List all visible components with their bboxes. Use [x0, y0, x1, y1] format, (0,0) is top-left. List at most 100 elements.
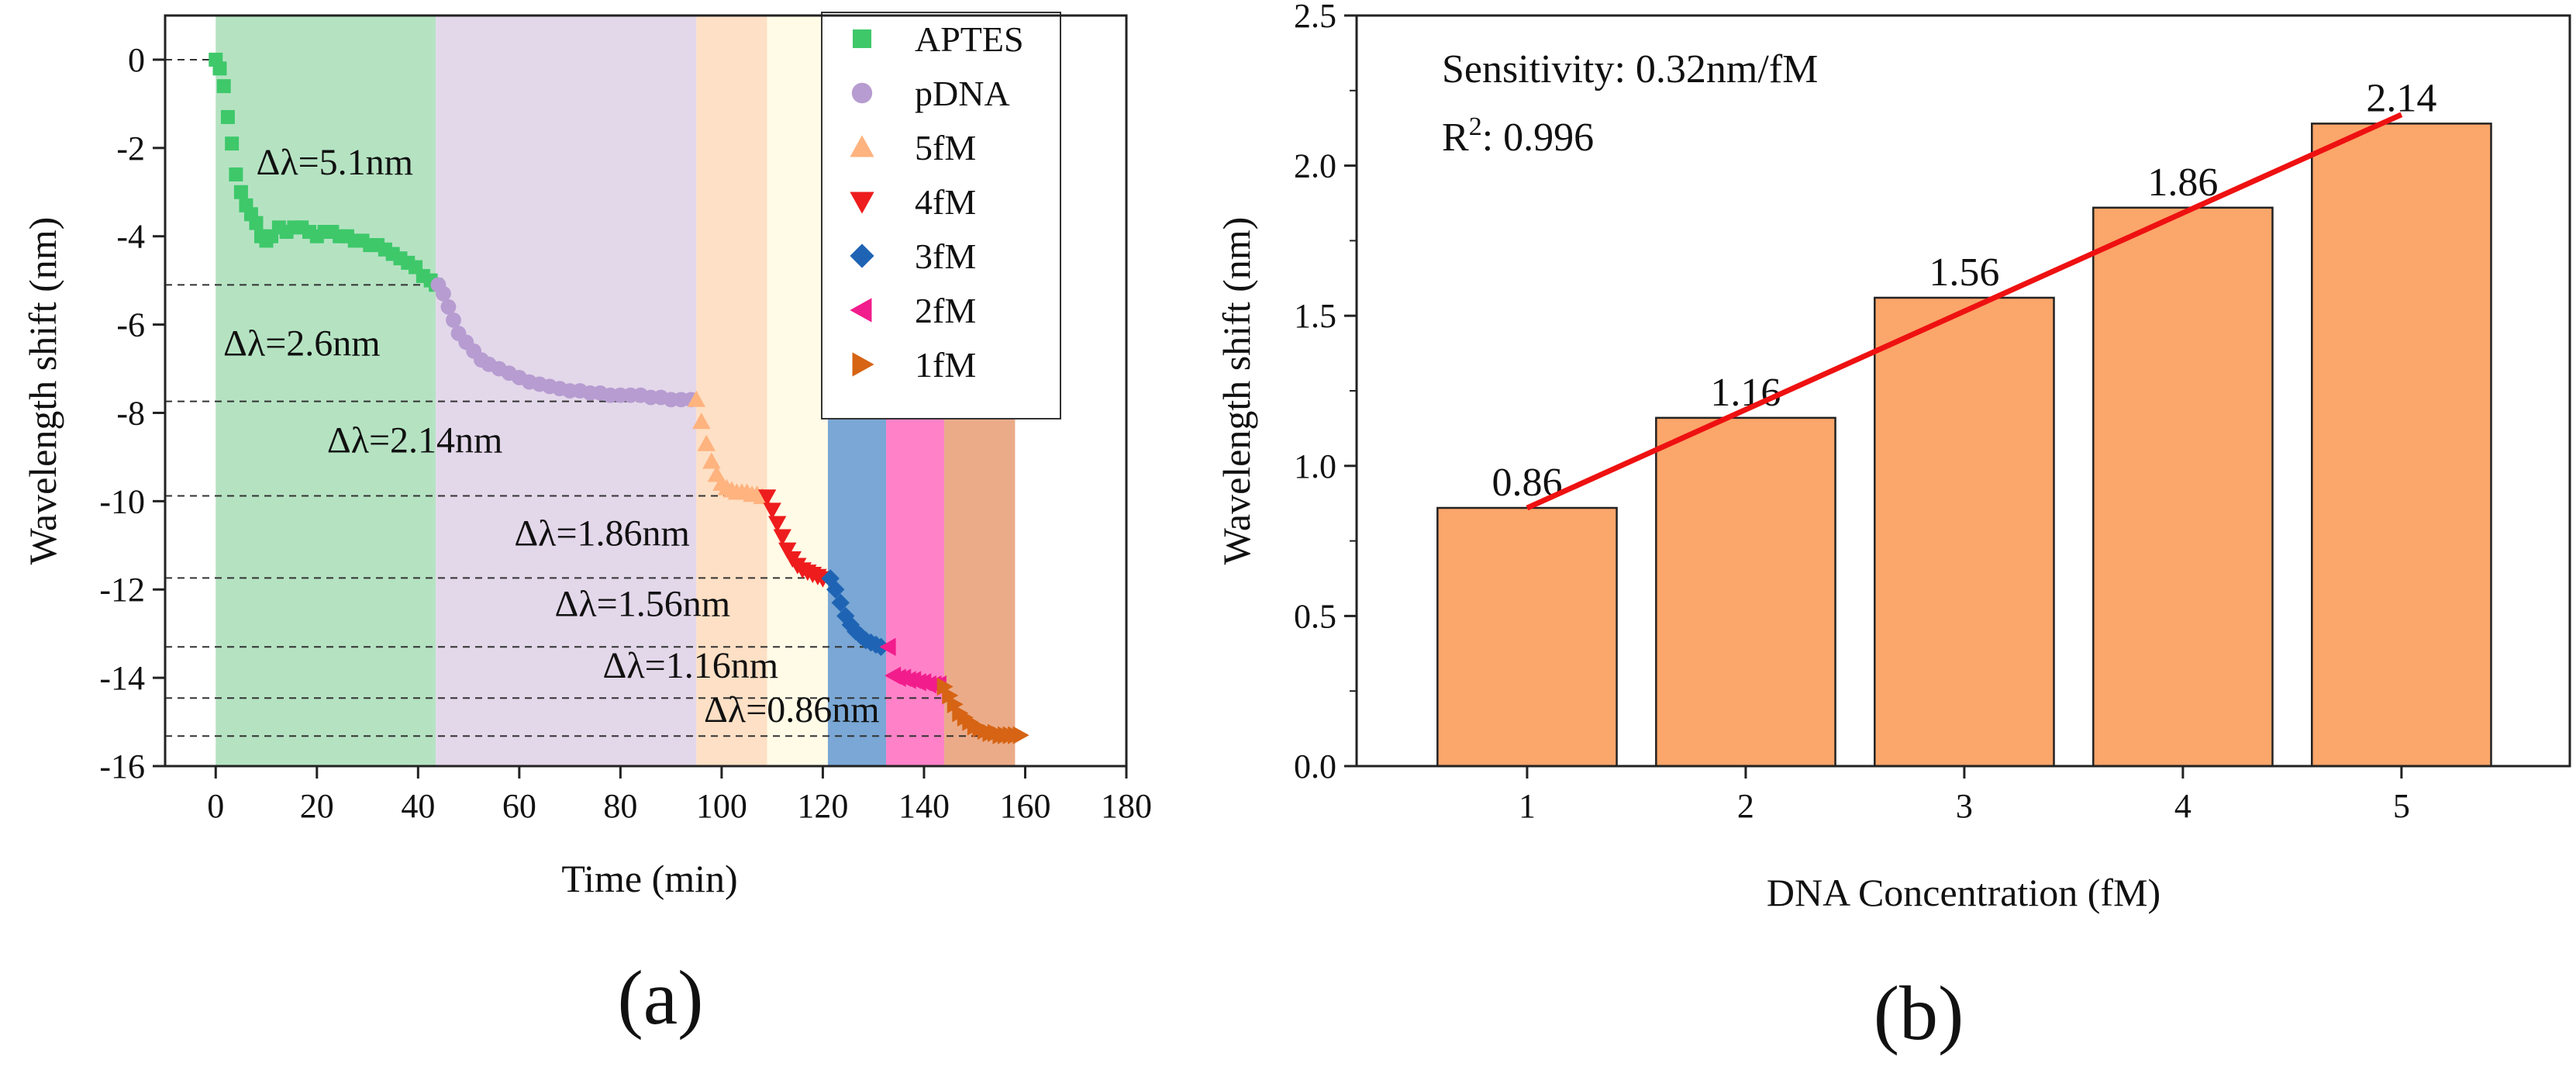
point-5fm — [702, 452, 721, 469]
legend-marker-5fm — [850, 135, 874, 157]
bar-value-label: 1.86 — [2147, 161, 2218, 205]
x-tick-label: 160 — [999, 787, 1050, 825]
region-5fm — [696, 16, 767, 766]
bar-value-label: 2.14 — [2366, 76, 2436, 120]
point-aptes — [233, 185, 248, 199]
legend-marker-pdna — [851, 82, 873, 104]
panel-a-chart: Δλ=5.1nm Δλ=2.6nm Δλ=2.14nm Δλ=1.86nm Δλ=1.5… — [21, 12, 1152, 1041]
delta-annotation-1: Δλ=2.6nm — [223, 323, 381, 364]
legend-marker-2fm — [850, 298, 872, 323]
y-tick-label: -10 — [99, 482, 145, 520]
delta-annotation-3: Δλ=1.86nm — [514, 513, 690, 554]
x-tick-label: 2 — [1737, 787, 1754, 825]
y-tick-label: 1.0 — [1294, 447, 1336, 485]
legend: APTES pDNA 5fM 4fM 3fM 2fM 1fM — [821, 12, 1061, 419]
y-tick-label: -6 — [116, 306, 145, 344]
y-tick-label: -8 — [116, 394, 145, 432]
x-axis-title: Time (min) — [561, 857, 737, 900]
point-1fm — [942, 686, 959, 705]
linear-fit-line — [1526, 112, 2403, 511]
bar-2fm — [1655, 416, 1836, 768]
x-tick-label: 180 — [1101, 787, 1152, 825]
x-axis-ticks: 0 20 40 60 80 100 120 140 160 180 — [207, 766, 1152, 825]
point-4fm — [767, 516, 787, 533]
legend-marker-aptes — [853, 29, 871, 48]
legend-label-3fm: 3fM — [915, 236, 976, 276]
delta-annotation-6: Δλ=0.86nm — [704, 689, 880, 730]
legend-box — [821, 12, 1061, 419]
y-axis-title: Wavelength shift (nm) — [21, 217, 64, 565]
point-4fm — [773, 529, 791, 546]
point-5fm — [692, 413, 711, 430]
x-tick-label: 1 — [1519, 787, 1536, 825]
delta-annotation-4: Δλ=1.56nm — [555, 583, 731, 624]
legend-label-1fm: 1fM — [915, 345, 976, 385]
y-tick-label: 2.0 — [1294, 147, 1336, 185]
legend-label-aptes: APTES — [915, 19, 1024, 59]
y-tick-label: 0 — [128, 41, 145, 79]
bar-1fm — [1436, 506, 1618, 768]
x-axis-title: DNA Concentration (fM) — [1767, 871, 2160, 914]
legend-label-4fm: 4fM — [915, 182, 976, 222]
point-2fm — [879, 637, 896, 656]
bar-5fm — [2311, 123, 2492, 768]
y-tick-label: 0.0 — [1294, 747, 1336, 785]
x-tick-label: 120 — [797, 787, 848, 825]
point-pdna — [440, 299, 457, 315]
x-tick-label: 80 — [603, 787, 637, 825]
panel-label-b: (b) — [1874, 970, 1964, 1056]
y-tick-label: 2.5 — [1294, 0, 1336, 35]
point-3fm — [826, 580, 845, 599]
bar-3fm — [1874, 296, 2055, 768]
panel-label-a: (a) — [618, 955, 704, 1041]
delta-annotation-0: Δλ=5.1nm — [256, 142, 413, 183]
r-squared-sup: 2 — [1469, 112, 1482, 141]
region-4fm — [767, 16, 828, 766]
point-aptes — [229, 167, 243, 181]
sensitivity-text: Sensitivity: 0.32nm/fM — [1442, 47, 1818, 91]
point-1fm — [947, 695, 964, 713]
x-tick-label: 20 — [300, 787, 334, 825]
x-tick-label: 3 — [1956, 787, 1973, 825]
data-points — [209, 52, 1029, 744]
legend-label-pdna: pDNA — [915, 74, 1010, 113]
bar-4fm — [2092, 206, 2274, 768]
point-3fm — [831, 593, 850, 613]
point-4fm — [757, 489, 777, 506]
x-tick-label: 0 — [207, 787, 224, 825]
bars — [1436, 123, 2492, 768]
r-squared-prefix: R — [1442, 116, 1469, 160]
reference-lines — [165, 58, 1016, 737]
point-aptes — [212, 61, 227, 76]
bar-value-labels: 0.861.161.561.862.14 — [1491, 76, 2436, 505]
y-tick-label: -2 — [116, 129, 145, 167]
y-tick-label: 0.5 — [1294, 597, 1336, 635]
point-3fm — [847, 622, 865, 641]
legend-marker-3fm — [850, 243, 874, 268]
x-tick-label: 60 — [502, 787, 536, 825]
point-aptes — [216, 79, 231, 94]
point-pdna — [436, 285, 451, 302]
x-tick-label: 4 — [2174, 787, 2191, 825]
panel-a-frame — [164, 14, 1128, 768]
point-3fm — [841, 616, 860, 634]
point-3fm — [836, 606, 855, 626]
y-tick-label: -4 — [116, 218, 145, 256]
point-aptes — [225, 136, 240, 151]
x-tick-label: 40 — [401, 787, 435, 825]
y-tick-label: 1.5 — [1294, 297, 1336, 335]
legend-label-5fm: 5fM — [915, 128, 976, 167]
y-tick-label: -12 — [99, 571, 145, 609]
legend-label-2fm: 2fM — [915, 291, 976, 330]
x-tick-label: 100 — [696, 787, 747, 825]
y-tick-label: -14 — [99, 659, 145, 697]
y-axis-ticks: 0 -2 -4 -6 -8 -10 -12 -14 -16 — [99, 41, 165, 785]
delta-annotations: Δλ=5.1nm Δλ=2.6nm Δλ=2.14nm Δλ=1.86nm Δλ=1.5… — [223, 142, 880, 730]
bar-value-label: 1.56 — [1929, 250, 1999, 295]
point-pdna — [446, 312, 461, 328]
x-tick-label: 5 — [2393, 787, 2410, 825]
point-5fm — [687, 390, 705, 407]
point-aptes — [249, 216, 264, 230]
